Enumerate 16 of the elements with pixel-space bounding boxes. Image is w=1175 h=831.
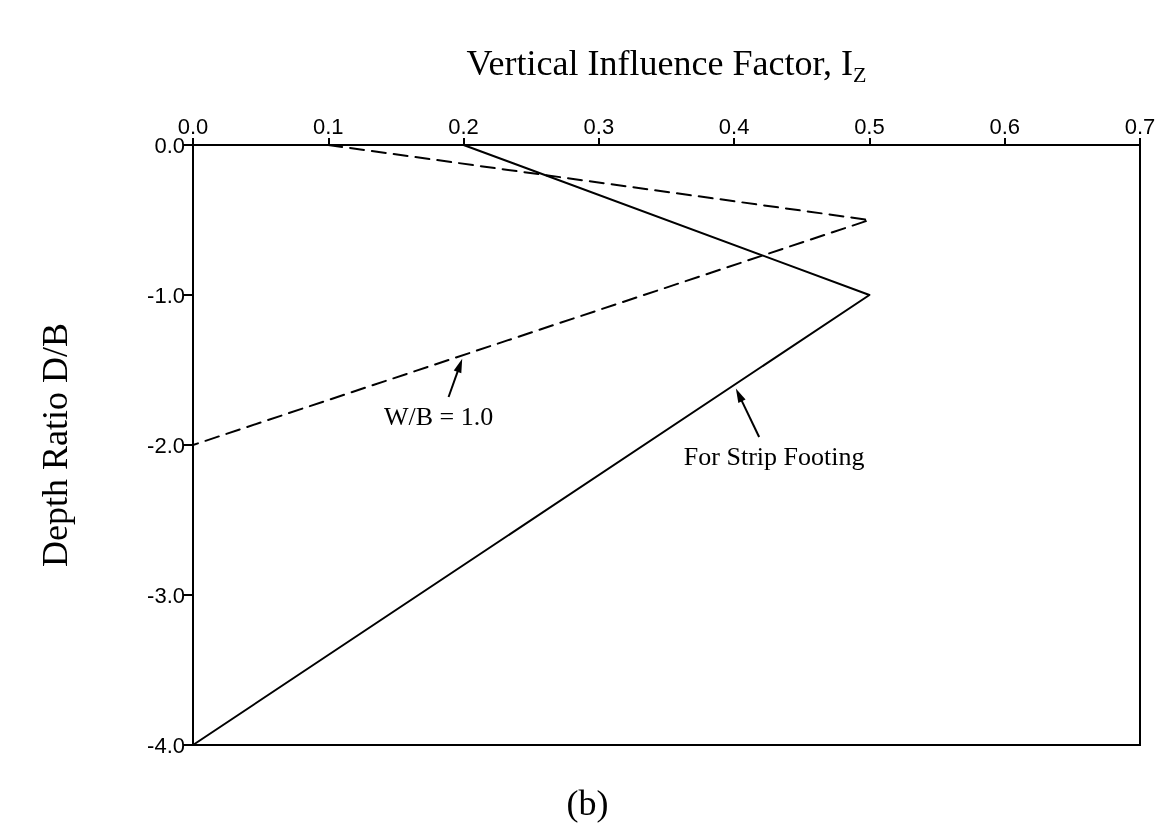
x-tick-label: 0.5 bbox=[854, 113, 885, 139]
y-tick-label: -2.0 bbox=[147, 432, 185, 458]
annotation: For Strip Footing bbox=[683, 441, 865, 471]
y-tick-label: -3.0 bbox=[147, 582, 185, 608]
x-tick-label: 0.0 bbox=[177, 113, 209, 139]
x-tick-label: 0.3 bbox=[583, 113, 615, 139]
y-tick-label: -4.0 bbox=[147, 732, 185, 758]
annotation: W/B = 1.0 bbox=[383, 401, 494, 431]
y-tick-label: -1.0 bbox=[147, 282, 185, 308]
x-tick-label: 0.2 bbox=[448, 113, 479, 139]
x-tick-label: 0.6 bbox=[989, 113, 1021, 139]
x-tick-label: 0.7 bbox=[1124, 113, 1156, 139]
y-axis-title: Depth Ratio D/B bbox=[35, 323, 75, 567]
x-tick-label: 0.1 bbox=[312, 113, 344, 139]
text: (b) bbox=[566, 783, 609, 823]
x-tick-label: 0.4 bbox=[718, 113, 750, 139]
